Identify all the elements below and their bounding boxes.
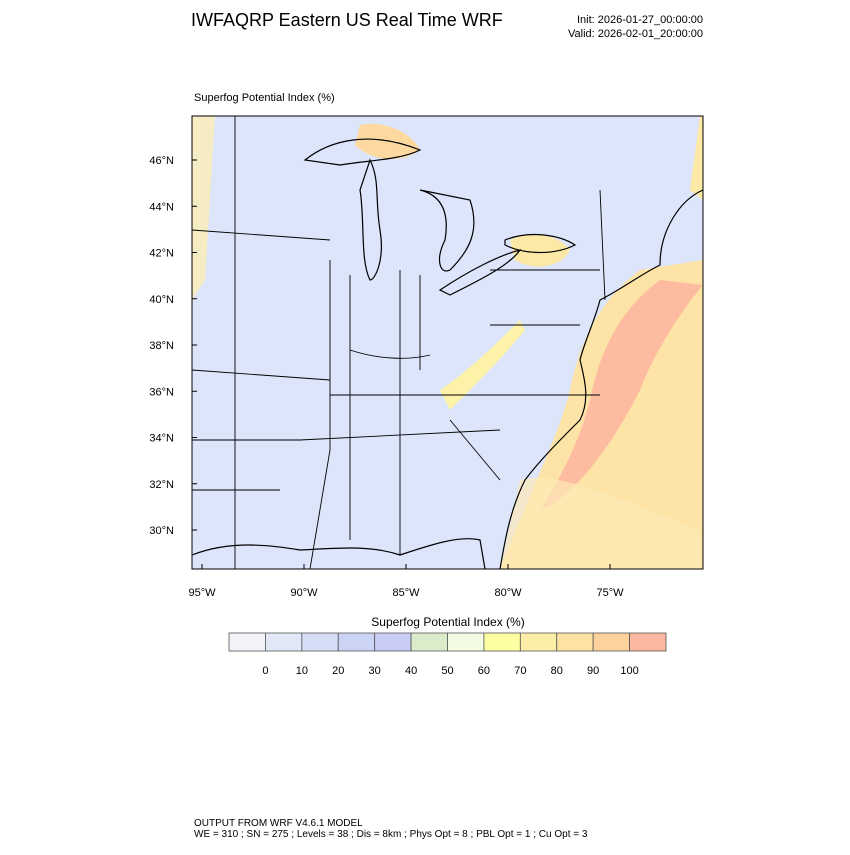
colorbar-box [556, 632, 594, 652]
colorbar-tick-label: 60 [478, 665, 490, 677]
colorbar-tick-label: 40 [405, 665, 417, 677]
lon-label: 85°W [392, 587, 420, 599]
lat-label: 44°N [149, 201, 174, 213]
colorbar-box [301, 632, 339, 652]
valid-time: Valid: 2026-02-01_20:00:00 [568, 28, 703, 40]
lat-label: 40°N [149, 294, 174, 306]
colorbar-box [592, 632, 630, 652]
maine-fog [690, 116, 703, 200]
colorbar-tick-label: 70 [514, 665, 526, 677]
colorbar-box [410, 632, 448, 652]
map: 46°N 44°N 42°N 40°N 38°N 36°N 34°N 32°N 30°N 95°W… [149, 115, 704, 599]
lat-label: 30°N [149, 525, 174, 537]
ocean-fog-south [500, 478, 700, 569]
field-label: Superfog Potential Index (%) [194, 92, 335, 104]
lon-label: 75°W [596, 587, 624, 599]
ocean-fog-high [540, 280, 703, 510]
colorbar: 0 10 20 30 40 50 60 70 80 90 100 [228, 632, 667, 677]
colorbar-box [629, 632, 667, 652]
lat-label: 42°N [149, 248, 174, 260]
lat-label: 46°N [149, 155, 174, 167]
footer-line: OUTPUT FROM WRF V4.6.1 MODEL [194, 818, 363, 829]
colorbar-box [447, 632, 485, 652]
lake-ontario-fog [510, 234, 570, 267]
lat-label: 36°N [149, 386, 174, 398]
colorbar-box [337, 632, 376, 652]
lat-label: 34°N [149, 433, 174, 445]
lake-superior-fog [355, 123, 420, 160]
lon-label: 95°W [188, 587, 216, 599]
coastlines [192, 138, 703, 569]
colorbar-tick-label: 80 [551, 665, 563, 677]
footer-line: WE = 310 ; SN = 275 ; Levels = 38 ; Dis … [194, 829, 588, 840]
colorbar-box [519, 632, 558, 652]
map-frame [191, 115, 704, 570]
western-fog [192, 116, 215, 300]
appalachian-fog [440, 320, 525, 410]
colorbar-tick-label: 0 [262, 665, 268, 677]
lat-label: 38°N [149, 340, 174, 352]
colorbar-tick-label: 20 [332, 665, 344, 677]
init-time: Init: 2026-01-27_00:00:00 [577, 14, 703, 26]
colorbar-box [483, 632, 521, 652]
colorbar-tick-label: 100 [620, 665, 638, 677]
colorbar-tick-label: 90 [587, 665, 599, 677]
colorbar-title: Superfog Potential Index (%) [371, 615, 524, 629]
colorbar-tick-label: 10 [296, 665, 308, 677]
colorbar-box [228, 632, 266, 652]
colorbar-box [265, 632, 303, 652]
colorbar-tick-label: 50 [441, 665, 453, 677]
colorbar-tick-label: 30 [369, 665, 381, 677]
colorbar-box [374, 632, 412, 652]
title: IWFAQRP Eastern US Real Time WRF [191, 10, 503, 30]
lon-label: 80°W [494, 587, 522, 599]
lat-label: 32°N [149, 479, 174, 491]
state-borders [192, 116, 606, 569]
lon-label: 90°W [290, 587, 318, 599]
